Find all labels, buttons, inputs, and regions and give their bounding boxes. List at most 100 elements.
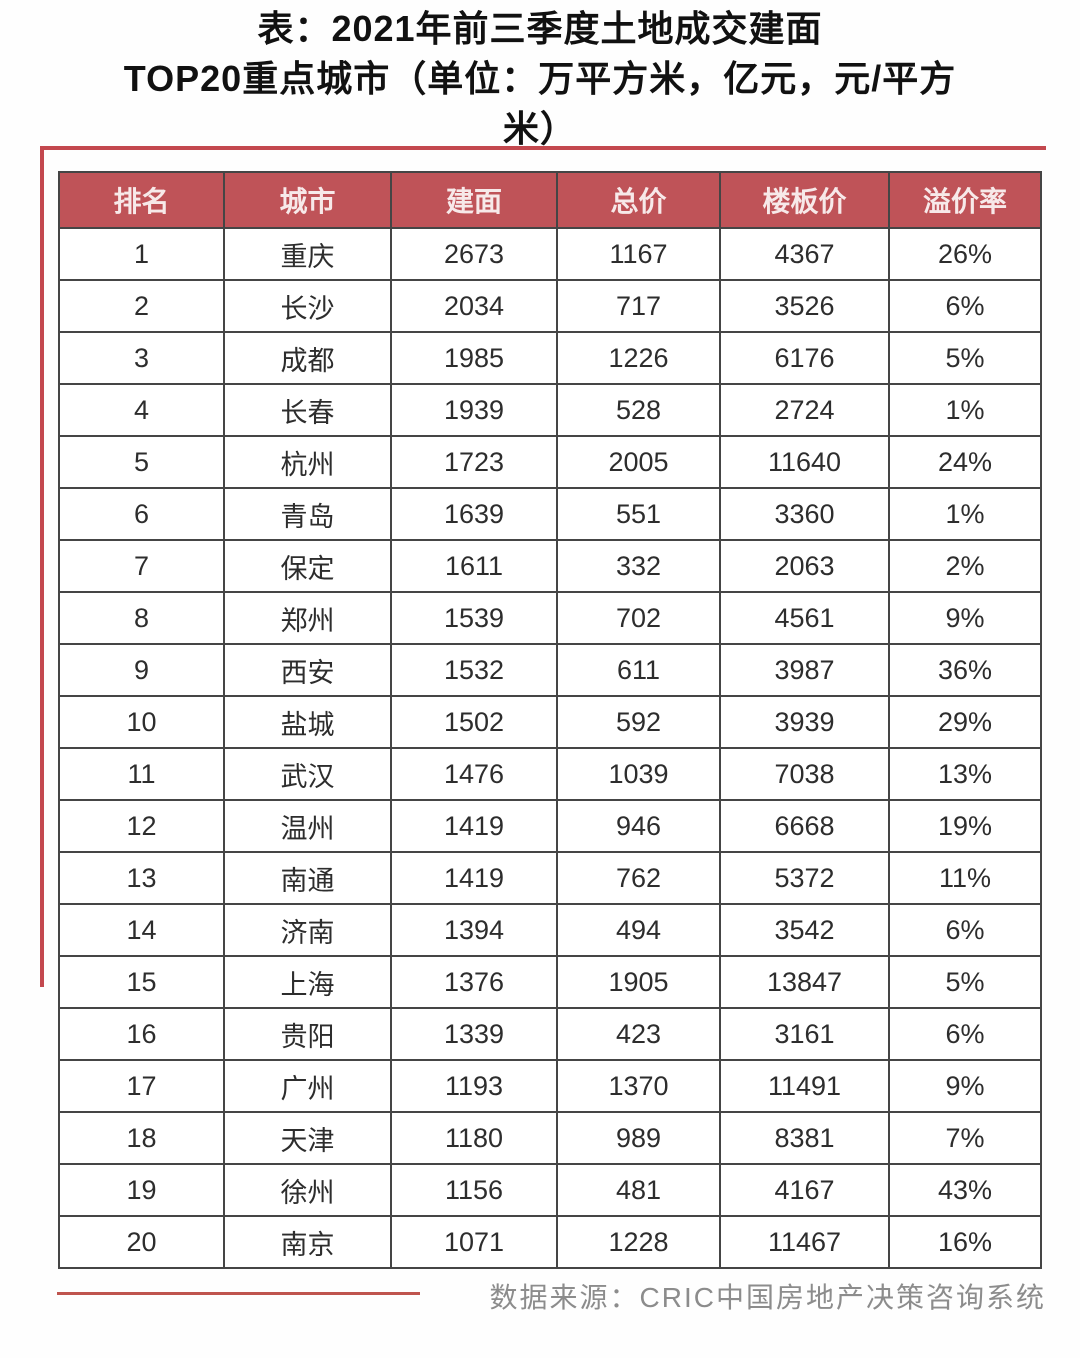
table-row: 18 天津 1180 989 8381 7% <box>58 1111 1042 1165</box>
cell-area: 1539 <box>390 591 558 645</box>
cell-area: 1156 <box>390 1163 558 1217</box>
table-row: 12 温州 1419 946 6668 19% <box>58 799 1042 853</box>
cell-rank: 3 <box>58 331 225 385</box>
cell-floor-price: 6668 <box>719 799 890 853</box>
cell-floor-price: 4167 <box>719 1163 890 1217</box>
red-frame-top-line <box>40 146 1046 150</box>
cell-premium-rate: 6% <box>888 279 1042 333</box>
cell-floor-price: 3161 <box>719 1007 890 1061</box>
cell-premium-rate: 26% <box>888 227 1042 281</box>
cell-city: 温州 <box>223 799 392 853</box>
cell-rank: 16 <box>58 1007 225 1061</box>
cell-total-price: 1905 <box>556 955 721 1009</box>
cell-premium-rate: 9% <box>888 1059 1042 1113</box>
cell-premium-rate: 36% <box>888 643 1042 697</box>
cell-rank: 17 <box>58 1059 225 1113</box>
cell-premium-rate: 5% <box>888 331 1042 385</box>
title-line-2: TOP20重点城市（单位：万平方米，亿元，元/平方 <box>123 58 957 99</box>
cell-total-price: 1167 <box>556 227 721 281</box>
cell-floor-price: 3360 <box>719 487 890 541</box>
cell-total-price: 1370 <box>556 1059 721 1113</box>
cell-premium-rate: 13% <box>888 747 1042 801</box>
cell-area: 1339 <box>390 1007 558 1061</box>
cell-area: 1376 <box>390 955 558 1009</box>
cell-premium-rate: 16% <box>888 1215 1042 1269</box>
cell-rank: 9 <box>58 643 225 697</box>
table-row: 6 青岛 1639 551 3360 1% <box>58 487 1042 541</box>
cell-area: 1394 <box>390 903 558 957</box>
cell-city: 成都 <box>223 331 392 385</box>
table-row: 17 广州 1193 1370 11491 9% <box>58 1059 1042 1113</box>
cell-city: 天津 <box>223 1111 392 1165</box>
cell-city: 杭州 <box>223 435 392 489</box>
cell-city: 盐城 <box>223 695 392 749</box>
cell-area: 1476 <box>390 747 558 801</box>
header-area: 建面 <box>390 171 558 229</box>
cell-total-price: 494 <box>556 903 721 957</box>
cell-floor-price: 6176 <box>719 331 890 385</box>
table-row: 15 上海 1376 1905 13847 5% <box>58 955 1042 1009</box>
cell-rank: 4 <box>58 383 225 437</box>
cell-rank: 6 <box>58 487 225 541</box>
cell-total-price: 1226 <box>556 331 721 385</box>
cell-floor-price: 11640 <box>719 435 890 489</box>
title-line-3: 米） <box>502 108 577 149</box>
cell-total-price: 1039 <box>556 747 721 801</box>
table-row: 14 济南 1394 494 3542 6% <box>58 903 1042 957</box>
table-row: 11 武汉 1476 1039 7038 13% <box>58 747 1042 801</box>
cell-rank: 18 <box>58 1111 225 1165</box>
cell-area: 1419 <box>390 851 558 905</box>
table-body: 1 重庆 2673 1167 4367 26% 2 长沙 2034 717 3526 6% 3 成都 198… <box>58 227 1042 1269</box>
cell-floor-price: 2063 <box>719 539 890 593</box>
cell-city: 南京 <box>223 1215 392 1269</box>
cell-premium-rate: 7% <box>888 1111 1042 1165</box>
table-row: 3 成都 1985 1226 6176 5% <box>58 331 1042 385</box>
cell-total-price: 989 <box>556 1111 721 1165</box>
cell-rank: 19 <box>58 1163 225 1217</box>
cell-premium-rate: 5% <box>888 955 1042 1009</box>
cell-floor-price: 4367 <box>719 227 890 281</box>
cell-rank: 8 <box>58 591 225 645</box>
cell-city: 上海 <box>223 955 392 1009</box>
cell-area: 1193 <box>390 1059 558 1113</box>
header-premium-rate: 溢价率 <box>888 171 1042 229</box>
cell-premium-rate: 11% <box>888 851 1042 905</box>
table-row: 10 盐城 1502 592 3939 29% <box>58 695 1042 749</box>
cell-floor-price: 13847 <box>719 955 890 1009</box>
header-total-price: 总价 <box>556 171 721 229</box>
cell-area: 1985 <box>390 331 558 385</box>
cell-city: 西安 <box>223 643 392 697</box>
cell-area: 1180 <box>390 1111 558 1165</box>
table-row: 9 西安 1532 611 3987 36% <box>58 643 1042 697</box>
cell-rank: 11 <box>58 747 225 801</box>
cell-city: 长春 <box>223 383 392 437</box>
data-source-text: 数据来源：CRIC中国房地产决策咨询系统 <box>489 1282 1046 1313</box>
cell-total-price: 702 <box>556 591 721 645</box>
cell-floor-price: 11491 <box>719 1059 890 1113</box>
cell-floor-price: 3526 <box>719 279 890 333</box>
cell-premium-rate: 6% <box>888 1007 1042 1061</box>
header-city: 城市 <box>223 171 392 229</box>
cell-rank: 20 <box>58 1215 225 1269</box>
cell-rank: 7 <box>58 539 225 593</box>
table-row: 5 杭州 1723 2005 11640 24% <box>58 435 1042 489</box>
cell-floor-price: 7038 <box>719 747 890 801</box>
header-floor-price: 楼板价 <box>719 171 890 229</box>
cell-area: 1502 <box>390 695 558 749</box>
cell-city: 广州 <box>223 1059 392 1113</box>
land-transaction-table: 排名 城市 建面 总价 楼板价 溢价率 1 重庆 2673 1167 4367 26% 2 长… <box>58 171 1042 1269</box>
header-rank: 排名 <box>58 171 225 229</box>
table-row: 8 郑州 1539 702 4561 9% <box>58 591 1042 645</box>
cell-premium-rate: 24% <box>888 435 1042 489</box>
table-row: 20 南京 1071 1228 11467 16% <box>58 1215 1042 1269</box>
source-underline <box>57 1292 420 1295</box>
cell-area: 2034 <box>390 279 558 333</box>
table-row: 13 南通 1419 762 5372 11% <box>58 851 1042 905</box>
cell-total-price: 611 <box>556 643 721 697</box>
cell-city: 重庆 <box>223 227 392 281</box>
cell-floor-price: 5372 <box>719 851 890 905</box>
cell-rank: 10 <box>58 695 225 749</box>
cell-total-price: 423 <box>556 1007 721 1061</box>
cell-area: 1071 <box>390 1215 558 1269</box>
cell-rank: 12 <box>58 799 225 853</box>
